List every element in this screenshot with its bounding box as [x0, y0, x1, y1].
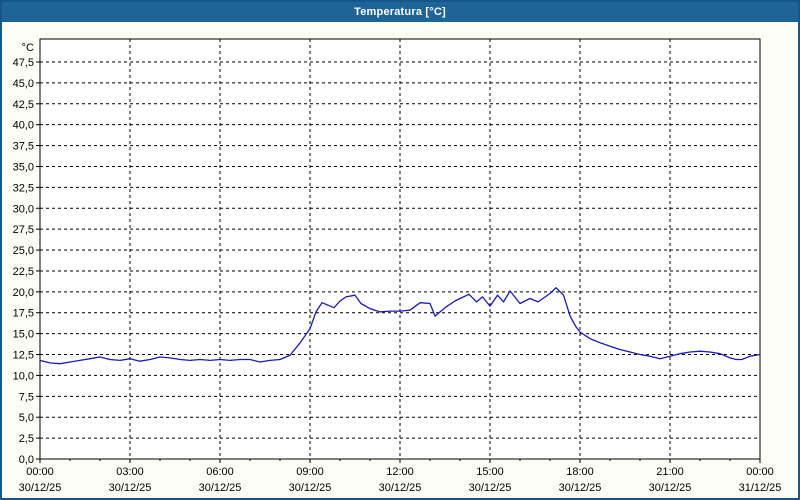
svg-text:45,0: 45,0	[13, 78, 34, 90]
x-tick-date: 30/12/25	[199, 482, 242, 494]
svg-text:10,0: 10,0	[13, 370, 34, 382]
axis-ticks	[36, 61, 761, 463]
svg-text:17,5: 17,5	[13, 308, 34, 320]
x-tick-time: 15:00	[476, 466, 504, 478]
x-tick-date: 30/12/25	[649, 482, 692, 494]
y-axis-unit-label: °C	[22, 42, 34, 54]
svg-text:25,0: 25,0	[13, 245, 34, 257]
svg-text:20,0: 20,0	[13, 287, 34, 299]
svg-text:2,5: 2,5	[19, 433, 34, 445]
x-tick-time: 00:00	[26, 466, 54, 478]
x-tick-time: 06:00	[206, 466, 234, 478]
svg-text:42,5: 42,5	[13, 99, 34, 111]
temperature-chart: 0,0 2,5 5,0 7,5 10,0 12,5 15,0 17,5 20,0 22,5 25,0…	[13, 38, 782, 494]
x-tick-time: 12:00	[386, 466, 414, 478]
svg-text:22,5: 22,5	[13, 266, 34, 278]
x-tick-date: 30/12/25	[469, 482, 512, 494]
svg-text:32,5: 32,5	[13, 182, 34, 194]
y-axis-labels: 0,0 2,5 5,0 7,5 10,0 12,5 15,0 17,5 20,0 22,5 25,0…	[13, 42, 34, 466]
gridlines	[40, 39, 760, 459]
x-tick-date: 30/12/25	[289, 482, 332, 494]
x-tick-time: 21:00	[656, 466, 684, 478]
x-axis-labels: 00:00 30/12/25 03:00 30/12/25 06:00 30/12/25 0…	[19, 466, 782, 494]
window-title: Temperatura [°C]	[354, 6, 446, 18]
x-tick-date: 30/12/25	[19, 482, 62, 494]
svg-text:30,0: 30,0	[13, 203, 34, 215]
svg-text:0,0: 0,0	[19, 454, 34, 466]
x-tick-date: 31/12/25	[739, 482, 782, 494]
x-tick-time: 18:00	[566, 466, 594, 478]
x-tick-date: 30/12/25	[109, 482, 152, 494]
svg-text:40,0: 40,0	[13, 120, 34, 132]
svg-text:12,5: 12,5	[13, 350, 34, 362]
svg-text:5,0: 5,0	[19, 412, 34, 424]
x-tick-time: 09:00	[296, 466, 324, 478]
temperature-series-line	[39, 287, 761, 365]
x-tick-time: 03:00	[116, 466, 144, 478]
svg-text:47,5: 47,5	[13, 57, 34, 69]
svg-text:37,5: 37,5	[13, 141, 34, 153]
title-bar: Temperatura [°C]	[2, 2, 798, 22]
x-tick-time: 00:00	[746, 466, 774, 478]
x-tick-date: 30/12/25	[559, 482, 602, 494]
svg-text:35,0: 35,0	[13, 161, 34, 173]
svg-text:15,0: 15,0	[13, 329, 34, 341]
svg-text:27,5: 27,5	[13, 224, 34, 236]
x-tick-date: 30/12/25	[379, 482, 422, 494]
svg-text:7,5: 7,5	[19, 391, 34, 403]
